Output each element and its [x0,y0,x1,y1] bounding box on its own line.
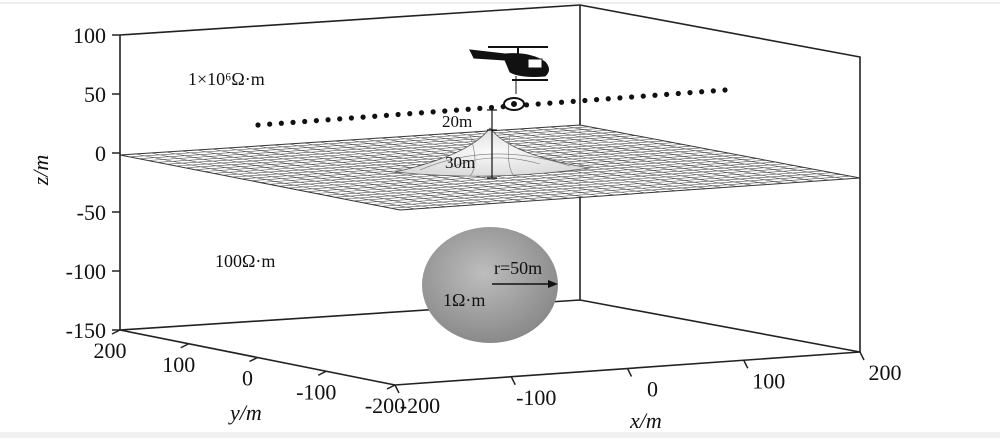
air-resistivity: 1×10⁶Ω·m [188,69,265,89]
flight-dot [699,89,705,95]
flight-dot [430,109,436,115]
arrow-head [548,280,558,288]
flight-dot [348,115,354,121]
mesh-line [371,172,833,205]
x-tick [859,351,865,361]
ground-resistivity: 100Ω·m [215,251,275,271]
z-tick-label: 50 [84,82,106,107]
x-tick-label: 100 [752,368,785,393]
flight-dot [278,120,284,126]
z-tick-label: -100 [66,259,106,284]
z-tick-label: -150 [66,318,106,343]
sphere-radius: r=50m [494,258,542,278]
sphere-resistivity: 1Ω·m [443,290,485,310]
y-tick-label: 200 [94,338,127,363]
flight-line [255,87,728,128]
flight-dot [360,114,366,120]
flight-dot [582,97,588,104]
x-tick-label: 0 [647,377,658,402]
flight-dot [570,98,576,104]
x-tick-label: -200 [400,393,440,418]
frame-bottom [0,432,1000,438]
flight-dot [337,116,343,122]
flight-dot [617,95,623,101]
flight-dot [395,111,401,118]
mesh-line [564,125,845,180]
flight-dot [593,97,600,103]
flight-dot [255,122,261,128]
x-tick [743,359,749,369]
y-tick [249,356,258,363]
flight-dot [640,93,646,99]
hill-height: 30m [445,153,475,172]
y-tick [386,384,396,390]
z-axis-label: z/m [28,155,53,187]
flight-dot [523,102,530,108]
y-tick-label: -100 [296,379,336,404]
mesh-line [362,170,823,203]
mesh-line [381,174,842,207]
y-tick [111,329,121,335]
flight-dot [664,91,670,97]
y-tick-label: -200 [365,393,405,418]
y-tick-label: 0 [242,366,253,391]
y-tick [317,370,327,376]
flight-dot [418,110,425,116]
x-tick-label: -100 [516,385,556,410]
ground-mesh [129,125,851,210]
flight-dot [290,119,296,125]
x-axis-label: x/m [629,408,662,433]
helicopter [469,46,549,111]
mesh-line [390,175,851,209]
x-tick [394,384,400,394]
z-tick-label: -50 [77,200,106,225]
flight-dot [453,107,460,113]
flight-dot [325,117,331,123]
flight-dot [488,104,495,111]
z-tick-label: 100 [73,23,106,48]
flight-dot [407,111,413,117]
flight-dot [652,92,658,98]
x-tick [626,368,633,377]
height-markers [487,109,497,179]
flight-dot [687,90,693,96]
sphere [422,227,558,343]
y-tick [180,343,190,349]
flight-dot [722,87,728,93]
flight-dot [558,99,565,105]
flight-dot [710,88,716,94]
flight-dot [535,101,541,107]
flight-dot [547,100,553,106]
y-tick-label: 100 [162,352,195,377]
y-axis-label: y/m [228,400,262,425]
flight-dot [267,121,273,127]
flight-height: 20m [442,112,472,131]
z-tick-label: 0 [95,141,106,166]
x-tick-label: 200 [869,360,902,385]
flight-dot [302,118,308,125]
mesh-line [549,126,830,181]
flight-dot [442,108,448,114]
flight-dot [605,96,611,102]
flight-dot [465,106,471,112]
flight-dot [313,118,319,124]
flight-dot [383,112,390,118]
flight-dot [477,105,483,111]
flight-dot [372,113,378,119]
flight-dot [675,90,681,97]
mesh-line [533,127,815,182]
flight-dot [629,94,635,100]
x-tick [510,376,516,386]
mesh-line [518,128,799,183]
mesh-line [503,129,784,184]
